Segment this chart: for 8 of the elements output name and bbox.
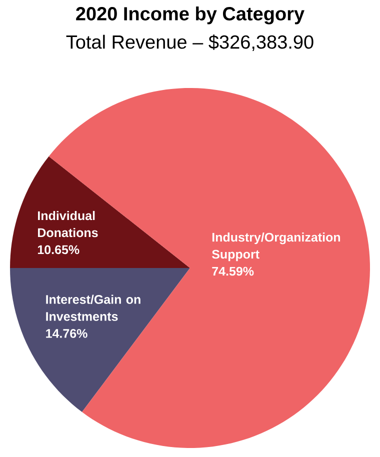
slice-label: Industry/Organization Support	[212, 232, 340, 262]
slice-label: Interest/Gain on Investments	[46, 294, 140, 321]
slice-label: Individual Donations	[38, 210, 98, 238]
data-label: 10.65%	[38, 245, 80, 254]
data-label: 14.76%	[46, 329, 88, 338]
data-label: 74.59%	[212, 266, 254, 276]
chart-subtitle: Total Revenue – $326,383.90	[66, 34, 314, 52]
chart-title: 2020 Income by Category	[76, 6, 304, 24]
